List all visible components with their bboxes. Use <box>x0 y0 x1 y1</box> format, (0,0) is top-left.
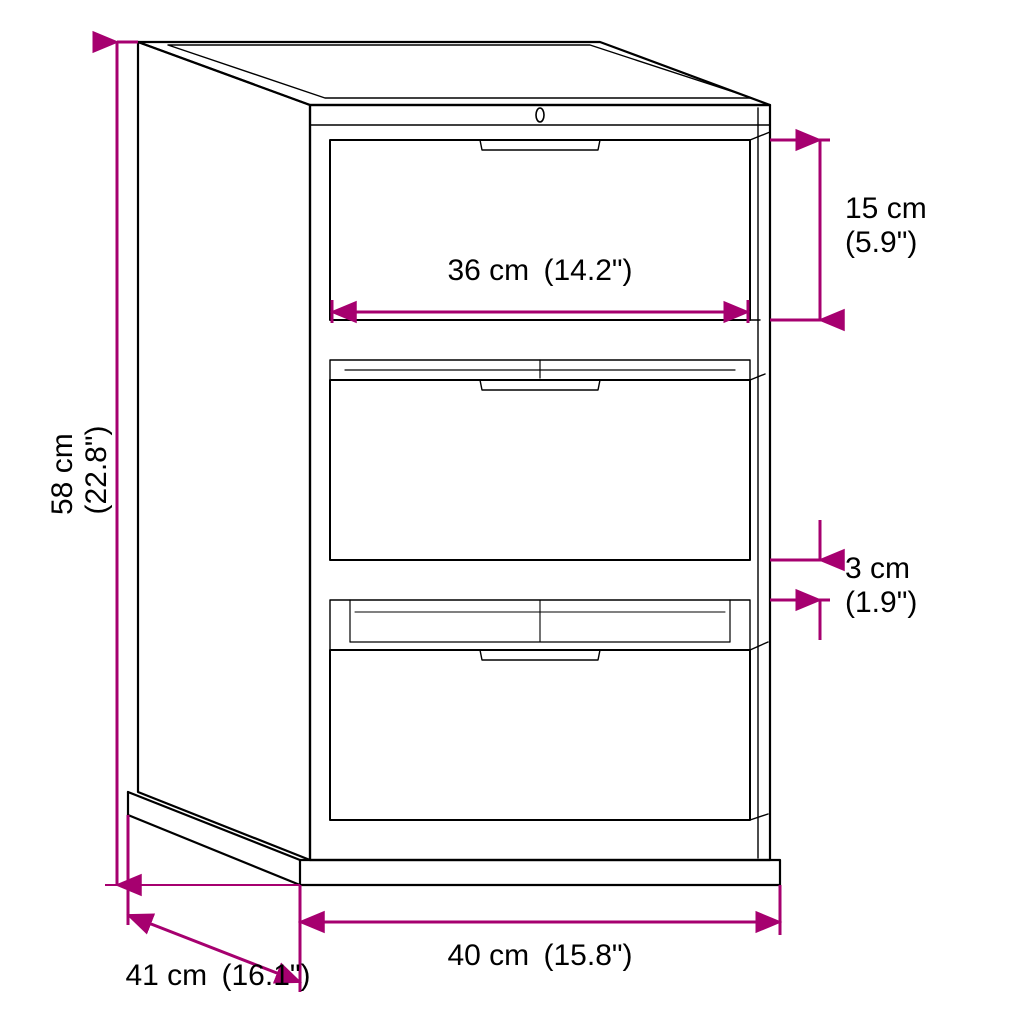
dimension-diagram: 58 cm (22.8") 36 cm (14.2") 15 cm (5.9")… <box>0 0 1024 1024</box>
drawer-1 <box>330 132 770 320</box>
label-drawer-height: 15 cm (5.9") <box>845 192 935 259</box>
drawer-2 <box>330 360 765 560</box>
label-height: 58 cm (22.8") <box>46 425 113 515</box>
dim-gap <box>770 520 830 640</box>
label-gap: 3 cm (1.9") <box>845 552 918 619</box>
dim-width <box>300 885 780 935</box>
cabinet <box>128 42 780 885</box>
label-width: 40 cm (15.8") <box>447 939 632 972</box>
drawer-3 <box>330 600 768 820</box>
dim-drawer-height <box>770 140 830 320</box>
dim-height <box>105 42 300 885</box>
label-depth: 41 cm (16.1") <box>125 959 310 992</box>
label-drawer-width: 36 cm (14.2") <box>447 254 632 287</box>
